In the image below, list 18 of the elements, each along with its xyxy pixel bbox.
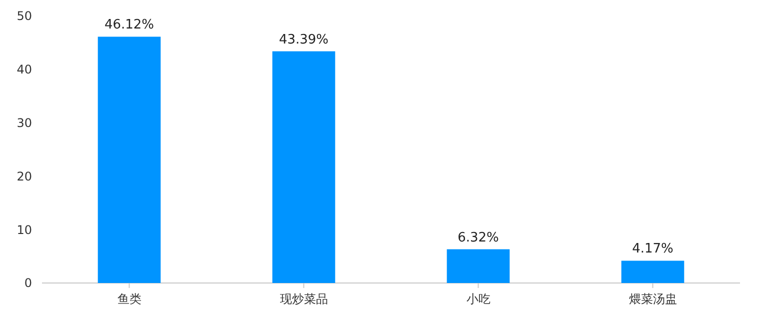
y-tick-label: 50 xyxy=(16,9,32,24)
y-tick-label: 30 xyxy=(16,116,32,130)
x-tick-label: 鱼类 xyxy=(117,292,142,306)
y-tick-label: 40 xyxy=(16,62,32,77)
data-label: 4.17% xyxy=(632,242,674,257)
bar xyxy=(446,249,510,283)
bar xyxy=(272,51,336,283)
y-tick-label: 10 xyxy=(16,222,32,237)
y-tick-label: 20 xyxy=(16,169,32,184)
bar xyxy=(98,36,161,283)
y-tick-label: 0 xyxy=(24,276,32,290)
data-label: 46.12% xyxy=(104,18,154,33)
data-label: 43.39% xyxy=(278,32,329,48)
x-tick-label: 煨菜汤盅 xyxy=(628,292,677,306)
data-label: 6.32% xyxy=(458,230,499,246)
x-tick-label: 现炒菜品 xyxy=(280,292,328,306)
bar xyxy=(621,260,684,283)
x-tick-label: 小吃 xyxy=(466,292,490,306)
